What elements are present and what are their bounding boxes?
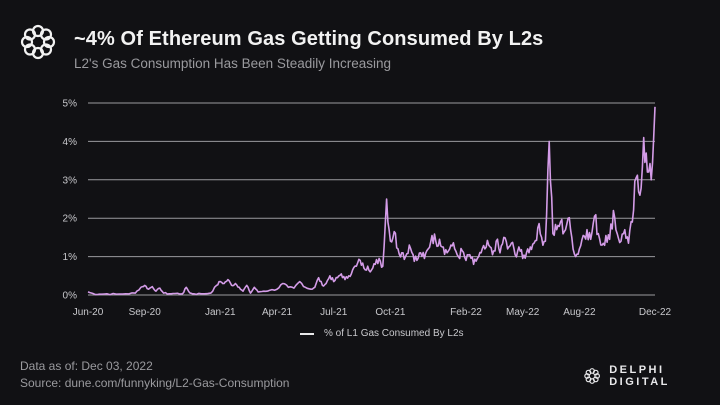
- x-tick-label: Apr-21: [262, 307, 292, 318]
- x-tick-label: Sep-20: [129, 307, 162, 318]
- chart-title: ~4% Of Ethereum Gas Getting Consumed By …: [74, 28, 544, 50]
- x-tick-label: Jul-21: [320, 307, 348, 318]
- grid-lines: [88, 102, 655, 296]
- chart-legend: % of L1 Gas Consumed By L2s: [300, 328, 464, 339]
- data-date: Data as of: Dec 03, 2022: [20, 359, 153, 373]
- legend-label: % of L1 Gas Consumed By L2s: [324, 328, 464, 339]
- delphi-logo-icon: [584, 368, 600, 384]
- x-tick-label: Jun-20: [73, 307, 104, 318]
- y-tick-label: 3%: [63, 175, 78, 186]
- x-tick-label: Feb-22: [450, 307, 482, 318]
- footer-notes: Data as of: Dec 03, 2022 Source: dune.co…: [20, 358, 289, 392]
- x-tick-label: Jan-21: [205, 307, 236, 318]
- brand-name: DELPHI DIGITAL: [609, 364, 670, 388]
- y-tick-label: 4%: [63, 137, 78, 148]
- delphi-logo-icon: [20, 24, 56, 60]
- brand-mark: DELPHI DIGITAL: [583, 364, 720, 388]
- legend-swatch: [300, 332, 314, 335]
- x-tick-label: Aug-22: [563, 307, 596, 318]
- y-axis-ticks: 0% 1% 2% 3% 4% 5%: [63, 99, 78, 302]
- y-tick-label: 2%: [63, 214, 78, 225]
- y-tick-label: 5%: [63, 99, 78, 110]
- x-tick-label: Dec-22: [639, 307, 672, 318]
- x-axis-ticks: Jun-20 Sep-20 Jan-21 Apr-21 Jul-21 Oct-21 Feb-…: [73, 307, 672, 318]
- data-source: Source: dune.com/funnyking/L2-Gas-Consum…: [20, 376, 290, 390]
- x-tick-label: May-22: [506, 307, 540, 318]
- chart-subtitle: L2's Gas Consumption Has Been Steadily I…: [74, 56, 391, 71]
- series-line-l2-gas: [87, 106, 656, 296]
- y-tick-label: 1%: [63, 252, 78, 263]
- x-tick-label: Oct-21: [375, 307, 405, 318]
- y-tick-label: 0%: [63, 291, 78, 302]
